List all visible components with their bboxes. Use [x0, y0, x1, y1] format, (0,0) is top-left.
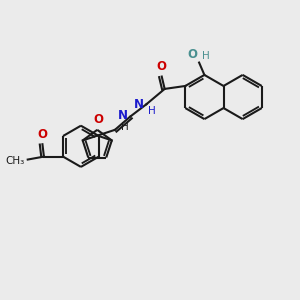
Text: O: O	[188, 48, 198, 62]
Text: N: N	[118, 109, 128, 122]
Text: H: H	[202, 51, 210, 62]
Text: O: O	[157, 60, 167, 73]
Text: CH₃: CH₃	[5, 156, 24, 166]
Text: O: O	[93, 113, 103, 126]
Text: N: N	[134, 98, 143, 111]
Text: O: O	[38, 128, 47, 141]
Text: H: H	[148, 106, 156, 116]
Text: H: H	[122, 122, 129, 132]
